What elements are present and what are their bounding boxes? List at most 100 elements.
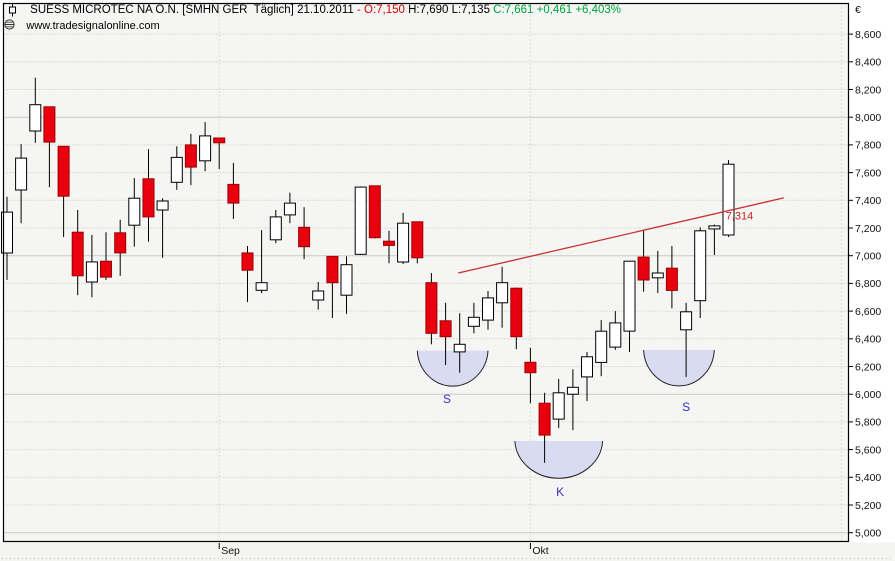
- candle-body: [425, 282, 438, 334]
- candlestick: [467, 302, 480, 334]
- candlestick: [665, 246, 678, 309]
- y-tick-label: 7,800: [855, 140, 881, 152]
- candlestick: [722, 160, 735, 237]
- candle-body: [100, 260, 112, 278]
- candlestick: [283, 192, 296, 224]
- candlestick: [269, 210, 282, 244]
- y-tick-label: 6,400: [855, 334, 881, 346]
- y-tick-label: 5,600: [855, 444, 881, 456]
- candlestick: [255, 230, 268, 294]
- y-tick-label: 5,200: [855, 500, 881, 512]
- candle-body: [680, 311, 693, 331]
- candle-body: [623, 260, 636, 332]
- y-tick-label: 7,400: [855, 195, 881, 207]
- candle-body: [85, 261, 98, 283]
- candlestick: [85, 234, 98, 298]
- candlestick: [708, 224, 721, 255]
- y-tick-label: 7,200: [855, 223, 881, 235]
- candle-body: [184, 144, 197, 168]
- candlestick: [637, 230, 650, 292]
- candlestick: [651, 250, 664, 294]
- candle-body: [651, 272, 664, 279]
- candle-body: [538, 402, 551, 436]
- x-tick-label: Sep: [221, 545, 240, 557]
- candlestick: [142, 149, 155, 242]
- x-axis: Sep Okt: [218, 543, 549, 557]
- candlestick: [128, 178, 141, 247]
- sks-annotations: S K S: [416, 349, 715, 499]
- instrument-title: SUESS MICROTEC NA O.N. [SMHN GER Täglich…: [30, 4, 357, 16]
- candle-body: [637, 256, 650, 281]
- y-tick-label: 6,800: [855, 278, 881, 290]
- currency-label: €: [855, 4, 861, 16]
- trendline-group: 7,314: [458, 197, 784, 274]
- candle-body: [552, 392, 565, 420]
- candlestick: [213, 137, 226, 170]
- y-tick-label: 5,000: [855, 528, 881, 540]
- globe-icon: [4, 8, 22, 44]
- plot-background: [3, 3, 849, 542]
- sks-arc: [416, 350, 489, 387]
- candles: [1, 77, 735, 463]
- open-value: - O:7,150: [356, 4, 405, 16]
- candlestick: [354, 186, 367, 255]
- candle-body: [609, 322, 622, 348]
- candlestick: [114, 219, 127, 276]
- candlestick: [609, 311, 622, 350]
- candlestick: [368, 185, 381, 239]
- candle-body: [383, 240, 395, 246]
- candle-body: [227, 183, 240, 204]
- y-tick-label: 5,400: [855, 472, 881, 484]
- candle-body: [694, 230, 707, 302]
- x-tick-label: Okt: [532, 545, 548, 557]
- candlestick: [680, 302, 693, 377]
- candlestick: [383, 230, 395, 264]
- candle-body: [170, 156, 183, 183]
- candlestick: [595, 320, 608, 377]
- y-tick-label: 8,200: [855, 84, 881, 96]
- candle-body: [510, 287, 523, 338]
- candlestick: [184, 133, 197, 186]
- candle-body: [354, 186, 367, 255]
- candle-body: [467, 316, 480, 327]
- candle-body: [43, 106, 56, 143]
- sks-arc: [514, 440, 604, 479]
- candlestick: [439, 302, 452, 366]
- candle-body: [199, 135, 212, 162]
- candlestick: [482, 291, 494, 330]
- candle-body: [1, 211, 13, 254]
- sks-arc-label: K: [556, 485, 564, 499]
- candle-body: [57, 145, 70, 197]
- y-tick-label: 8,400: [855, 57, 881, 69]
- candle-body: [269, 216, 282, 241]
- candle-body: [128, 197, 141, 226]
- candlestick: [29, 77, 42, 143]
- candle-body: [298, 226, 311, 248]
- plot-border: [2, 2, 850, 543]
- candle-body: [722, 163, 735, 236]
- candlestick: [524, 347, 537, 404]
- y-tick-label: 5,800: [855, 417, 881, 429]
- candle-body: [496, 282, 509, 304]
- candle-body: [411, 221, 424, 259]
- sks-arc-label: S: [443, 392, 451, 406]
- candlestick: [227, 162, 240, 219]
- watermark-text: www.tradesignalonline.com: [26, 19, 160, 32]
- candle-body: [581, 356, 593, 378]
- candlestick: [43, 106, 56, 188]
- candlestick: [566, 369, 579, 431]
- candlestick: [340, 256, 353, 314]
- candle-body: [15, 157, 28, 191]
- candlestick: [241, 246, 254, 303]
- candlestick: [623, 260, 636, 352]
- candle-body: [283, 202, 296, 216]
- candle-body: [326, 255, 339, 284]
- candle-body: [566, 386, 579, 395]
- candlestick: [156, 198, 169, 258]
- candle-body: [142, 178, 155, 218]
- y-tick-label: 8,600: [855, 29, 881, 41]
- candle-body: [708, 225, 721, 230]
- candle-body: [156, 200, 169, 211]
- candle-body: [482, 297, 494, 321]
